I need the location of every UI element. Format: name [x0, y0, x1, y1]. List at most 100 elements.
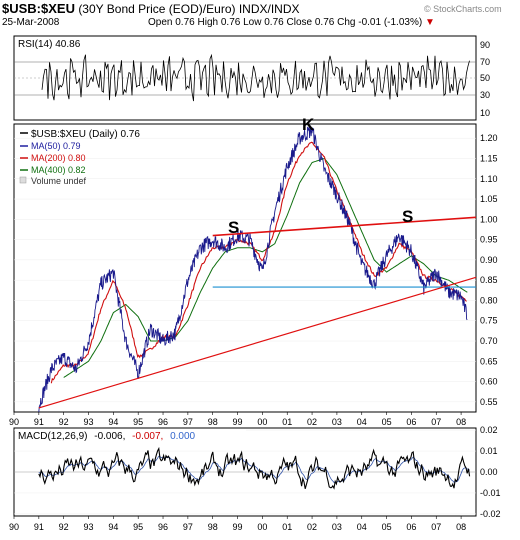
rsi-label-bg [16, 37, 104, 49]
down-arrow-icon: ▼ [424, 17, 435, 28]
description: (30Y Bond Price (EOD)/Euro) [78, 2, 236, 16]
x-tick-label: 05 [382, 417, 392, 427]
rsi-panel: RSI(14) 40.86 90 70 50 30 10 [13, 35, 490, 121]
rsi-line [41, 53, 470, 102]
price-frame [13, 123, 477, 413]
legend-ma50: MA(50) 0.79 [31, 141, 81, 151]
legend: $USB:$XEU (Daily) 0.76 MA(50) 0.79 MA(20… [19, 129, 140, 186]
macd-x-tick-label: 05 [382, 522, 392, 532]
y-tick-label: 0.95 [480, 235, 498, 245]
macd-x-tick-label: 08 [456, 522, 466, 532]
macd-x-tick-label: 91 [34, 522, 44, 532]
ma200-line [50, 141, 467, 384]
price-y-axis: 1.20 1.15 1.10 1.05 1.00 0.95 0.90 0.85 0.80 0.75… [480, 133, 498, 407]
x-tick-label: 08 [456, 417, 466, 427]
macd-x-tick-label: 01 [282, 522, 292, 532]
chart-date: 25-Mar-2008 [2, 17, 60, 28]
macd-x-tick-label: 07 [431, 522, 441, 532]
x-tick-label: 95 [133, 417, 143, 427]
macd-x-tick-label: 98 [208, 522, 218, 532]
legend-ma200: MA(200) 0.80 [31, 153, 86, 163]
open-label: Open [148, 17, 173, 28]
macd-x-tick-label: 06 [406, 522, 416, 532]
y-tick-label: 0.90 [480, 255, 498, 265]
x-tick-label: 98 [208, 417, 218, 427]
macd-panel: 0.020.010.00-0.01-0.02 90 91 92 93 94 95 96 97 9… [9, 425, 501, 532]
high-value: 0.76 [220, 17, 241, 28]
y-tick-label: 1.15 [480, 153, 498, 163]
y-tick-label: 1.00 [480, 214, 498, 224]
low-label: Low [243, 17, 262, 28]
quote-row: Open 0.76 High 0.76 Low 0.76 Close 0.76 … [148, 17, 435, 28]
x-tick-label: 92 [59, 417, 69, 427]
x-tick-label: 06 [406, 417, 416, 427]
y-tick-label: 0.75 [480, 316, 498, 326]
macd-label: MACD(12,26,9) -0.006, -0.007, 0.000 [18, 431, 196, 442]
x-tick-label: 03 [332, 417, 342, 427]
x-tick-label: 96 [158, 417, 168, 427]
x-tick-label: 94 [108, 417, 118, 427]
macd-y-tick-label: 0.02 [480, 425, 498, 435]
rsi-tick: 30 [480, 90, 490, 100]
exchange: INDX/INDX [238, 2, 300, 16]
macd-x-tick-label: 93 [84, 522, 94, 532]
low-value: 0.76 [264, 17, 284, 28]
macd-x-tick-label: 00 [257, 522, 267, 532]
left-shoulder-label: S [228, 218, 239, 237]
close-label: Close [286, 17, 313, 28]
x-tick-label: 91 [34, 417, 44, 427]
macd-y-tick-label: -0.01 [480, 488, 501, 498]
ma400-line [63, 157, 468, 378]
macd-y-tick-label: 0.01 [480, 446, 498, 456]
macd-x-axis: 90 91 92 93 94 95 96 97 98 99 00 01 02 03 04 05 06 07 08 [9, 516, 466, 532]
trendline [38, 276, 477, 409]
y-tick-label: 0.70 [480, 336, 498, 346]
x-tick-label: 00 [257, 417, 267, 427]
macd-x-tick-label: 04 [357, 522, 367, 532]
macd-y-tick-label: 0.00 [480, 467, 498, 477]
y-tick-label: 1.20 [480, 133, 498, 143]
macd-label-bg [16, 429, 246, 441]
x-tick-label: 01 [282, 417, 292, 427]
macd-x-tick-label: 94 [108, 522, 118, 532]
price-panel: 1.20 1.15 1.10 1.05 1.00 0.95 0.90 0.85 0.80 0.75… [9, 115, 498, 427]
y-tick-label: 0.85 [480, 275, 498, 285]
legend-volume: Volume undef [31, 176, 87, 186]
chg-value: -0.01 (-1.03%) [358, 17, 423, 28]
right-shoulder-label: S [402, 207, 413, 226]
macd-x-tick-label: 95 [133, 522, 143, 532]
rsi-tick: 70 [480, 57, 490, 67]
legend-ma400: MA(400) 0.82 [31, 165, 86, 175]
macd-y-axis: 0.02 0.01 0.00 -0.01 -0.02 [480, 425, 501, 519]
macd-x-tick-label: 03 [332, 522, 342, 532]
y-tick-label: 1.05 [480, 194, 498, 204]
x-tick-label: 90 [9, 417, 19, 427]
x-tick-label: 07 [431, 417, 441, 427]
macd-x-tick-label: 90 [9, 522, 19, 532]
x-tick-label: 93 [84, 417, 94, 427]
x-tick-label: 04 [357, 417, 367, 427]
chart-title-row: $USB:$XEU (30Y Bond Price (EOD)/Euro) IN… [2, 1, 300, 16]
legend-price: $USB:$XEU (Daily) 0.76 [31, 129, 140, 140]
rsi-label: RSI(14) 40.86 [18, 39, 81, 50]
high-label: High [197, 17, 219, 28]
y-tick-label: 1.10 [480, 174, 498, 184]
rsi-tick: 90 [480, 40, 490, 50]
x-tick-label: 02 [307, 417, 317, 427]
price-line [38, 125, 468, 413]
y-tick-label: 0.55 [480, 397, 498, 407]
head-label: K [302, 115, 315, 134]
open-value: 0.76 [175, 17, 195, 28]
macd-y-tick-label: -0.02 [480, 509, 501, 519]
legend-swatch-volume [19, 176, 27, 184]
macd-x-tick-label: 99 [233, 522, 243, 532]
macd-line [38, 446, 471, 490]
site-credit: © StockCharts.com [424, 4, 502, 14]
pattern-lines [38, 216, 477, 409]
macd-signal-value: -0.007, [132, 431, 163, 442]
price-x-axis: 90 91 92 93 94 95 96 97 98 99 00 01 02 03 04 05 06 07 08 [9, 412, 466, 427]
macd-value: -0.006, [94, 431, 125, 442]
macd-label-prefix: MACD(12,26,9) [18, 431, 87, 442]
macd-hist-value: 0.000 [170, 431, 195, 442]
